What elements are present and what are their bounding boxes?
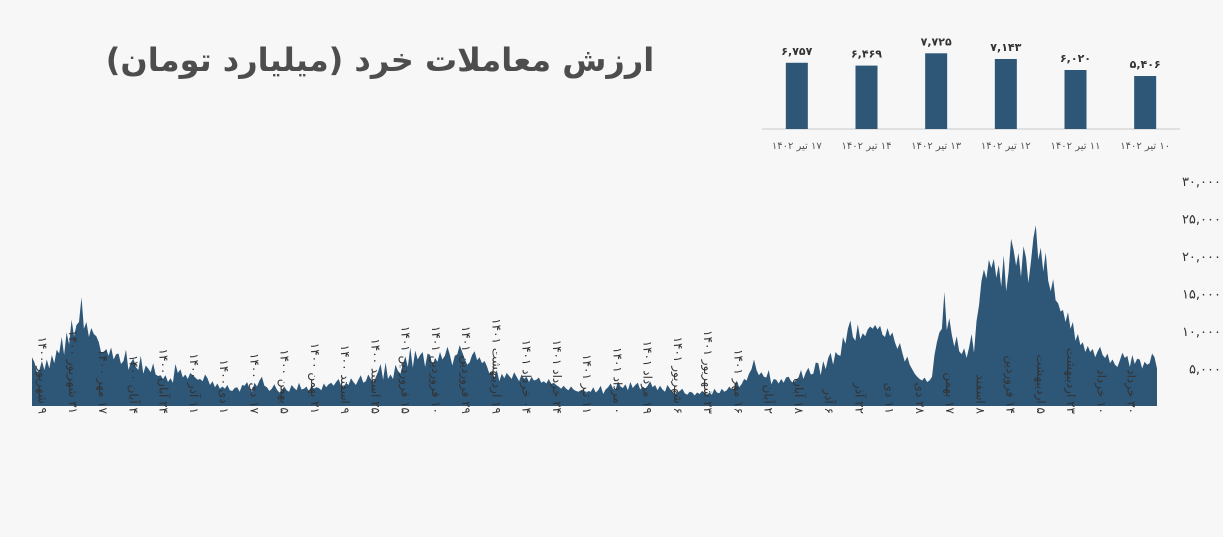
bar-category-label-2: ۱۲ تیر ۱۴۰۲ [981, 141, 1031, 152]
x-tick-label-18: ۱۱ تیر ۱۴۰۱ [579, 354, 594, 414]
x-tick-label-36: ۳۰ خرداد [1124, 369, 1139, 414]
bar-category-label-3: ۱۳ تیر ۱۴۰۲ [911, 141, 962, 152]
bar-category-label-1: ۱۱ تیر ۱۴۰۲ [1051, 141, 1101, 152]
x-tick-label-34: ۲۳ اردیبهشت [1063, 348, 1078, 415]
x-tick-label-4: ۲۴ آبان ۱۴۰۰ [157, 349, 172, 414]
x-tick-label-28: ۱۱ دی [883, 383, 897, 414]
x-tick-label-6: ۱ دی ۱۴۰۰ [217, 359, 231, 414]
bar-value-label-4: ۶,۴۶۹ [851, 48, 882, 61]
bar-5 [785, 62, 808, 129]
bar-category-label-0: ۱۰ تیر ۱۴۰۲ [1120, 141, 1170, 152]
bar-value-label-0: ۵,۴۰۶ [1130, 58, 1161, 71]
bar-category-label-5: ۱۷ تیر ۱۴۰۲ [772, 141, 823, 152]
area-series [32, 225, 1157, 406]
y-tick-label-4: ۲۵,۰۰۰ [1182, 213, 1221, 228]
x-tick-label-19: ۰ مرداد ۱۴۰۱ [609, 347, 624, 414]
x-tick-label-7: ۱۷ دی ۱۴۰۰ [247, 353, 261, 415]
x-tick-label-26: ۶ آذر [821, 388, 837, 414]
x-tick-label-10: ۹ اسفند ۱۴۰۰ [338, 345, 352, 414]
y-tick-label-3: ۲۰,۰۰۰ [1182, 250, 1221, 265]
x-tick-label-2: ۱۷ مهر ۱۴۰۰ [95, 349, 110, 414]
bar-1 [1064, 70, 1087, 129]
x-tick-label-14: ۲۹ فروردین ۱۴۰۱ [458, 326, 473, 414]
x-tick-label-21: ۶ شهریور ۱۴۰۱ [670, 337, 685, 414]
chart-title: ارزش معاملات خرد (میلیارد تومان) [105, 41, 655, 79]
x-tick-label-12: ۱۵ فروردین ۱۴۰۱ [398, 326, 413, 414]
bar-4 [855, 65, 878, 129]
bar-value-label-3: ۷,۷۲۵ [921, 35, 952, 48]
x-tick-label-16: ۰۴ خرداد ۱۴۰۱ [519, 340, 534, 414]
x-tick-label-11: ۲۵ اسفند ۱۴۰۰ [368, 338, 382, 414]
bar-value-label-5: ۶,۷۵۷ [781, 45, 812, 58]
bar-category-label-4: ۱۴ تیر ۱۴۰۲ [842, 141, 892, 152]
bar-2 [994, 58, 1017, 130]
x-tick-label-3: ۴ آبان ۱۴۰۰ [126, 355, 141, 414]
x-tick-label-5: ۱۱ آذر ۱۴۰۰ [186, 353, 202, 414]
x-tick-label-23: ۱۶ مهر ۱۴۰۱ [730, 349, 745, 414]
x-tick-label-32: ۱۴ فروردین [1003, 356, 1018, 414]
x-tick-label-24: ۲ آبان [762, 385, 777, 414]
bar-chart: ۶,۷۵۷ ۱۷ تیر ۱۴۰۲ ۶,۴۶۹ ۱۴ تیر ۱۴۰۲ ۷,۷۲۵ ۱۳ … [762, 35, 1180, 152]
x-tick-label-8: ۵ بهمن ۱۴۰۰ [277, 349, 292, 414]
bar-3 [925, 53, 948, 129]
x-tick-label-0: ۹ شهریور ۱۴۰۰ [35, 337, 50, 414]
x-tick-label-30: ۱۷ بهمن [942, 372, 957, 414]
bar-0 [1134, 76, 1157, 129]
x-tick-label-35: ۱۰ خرداد [1093, 369, 1108, 414]
x-tick-label-22: ۲۳ شهریور ۱۴۰۱ [700, 330, 715, 414]
x-tick-label-15: ۱۹ اردیبهشت ۱۴۰۱ [488, 318, 503, 414]
x-tick-label-25: ۱۸ آبان [792, 378, 807, 414]
area-chart: ۵,۰۰۰ ۱۰,۰۰۰ ۱۵,۰۰۰ ۲۰,۰۰۰ ۲۵,۰۰۰ ۳۰,۰۰۰ ۹ شهر… [32, 175, 1221, 415]
x-tick-label-13: ۱۰ فروردین ۱۴۰۱ [428, 326, 443, 414]
x-tick-label-29: ۲۸ دی [913, 383, 927, 415]
y-tick-label-2: ۱۵,۰۰۰ [1182, 288, 1221, 303]
y-tick-label-1: ۱۰,۰۰۰ [1182, 325, 1221, 340]
bar-value-label-2: ۷,۱۴۳ [990, 41, 1021, 54]
x-tick-label-33: ۵ اردیبهشت [1033, 354, 1048, 414]
x-tick-label-17: ۲۴ خرداد ۱۴۰۱ [549, 340, 564, 414]
x-tick-label-9: ۲۱ بهمن ۱۴۰۰ [307, 343, 322, 414]
bar-value-label-1: ۶,۰۲۰ [1060, 52, 1091, 65]
y-tick-label-5: ۳۰,۰۰۰ [1182, 175, 1221, 190]
x-tick-label-27: ۲۲ آذر [851, 382, 867, 414]
x-tick-label-1: ۳۱ شهریور ۱۴۰۰ [65, 330, 80, 414]
y-tick-label-0: ۵,۰۰۰ [1189, 363, 1221, 378]
x-tick-label-20: ۱۹ مرداد ۱۴۰۱ [640, 341, 655, 414]
x-tick-label-31: ۸ اسفند [973, 374, 987, 414]
